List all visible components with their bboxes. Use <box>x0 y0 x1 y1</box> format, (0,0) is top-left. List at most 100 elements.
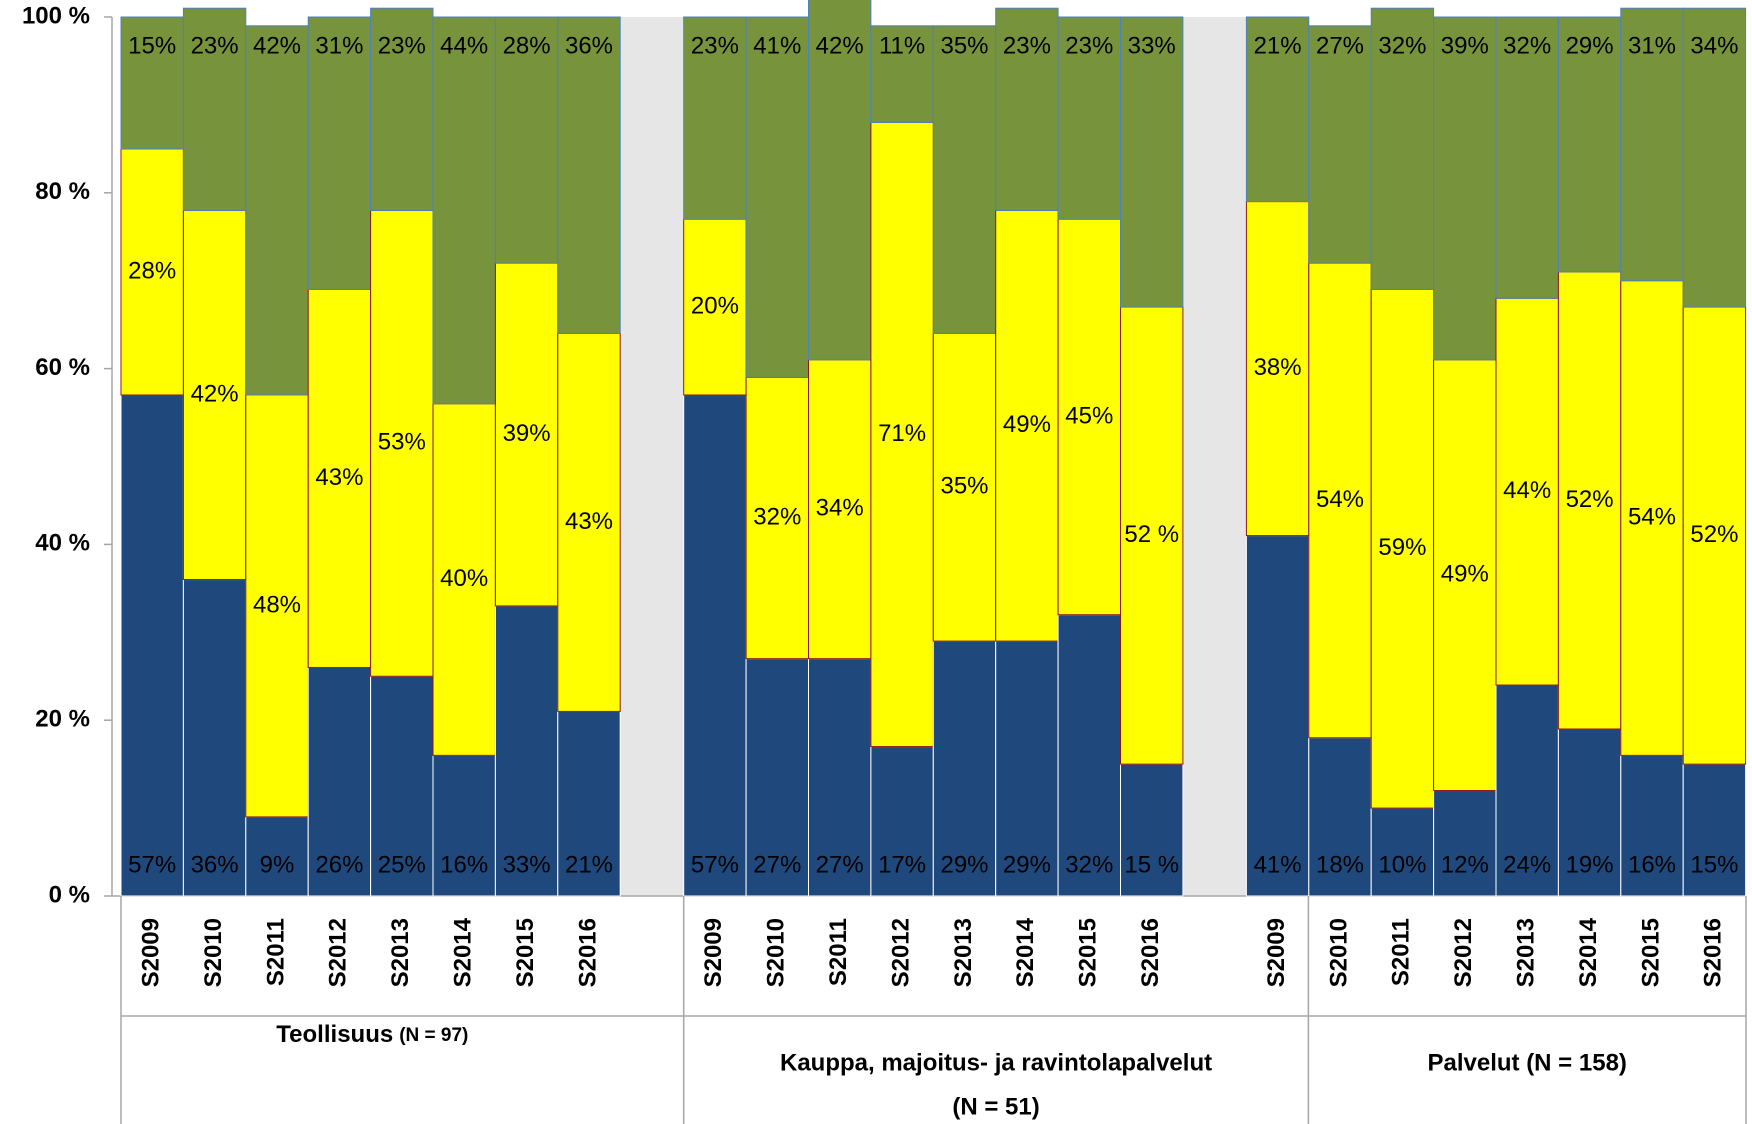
bar-segment <box>557 332 621 712</box>
x-tick-label: S2016 <box>1700 918 1727 987</box>
data-label: 41% <box>753 32 801 59</box>
data-label: 36% <box>191 851 239 878</box>
bar-segment <box>1245 201 1310 537</box>
bar-segment <box>557 710 621 897</box>
bar-segment <box>995 7 1059 211</box>
group-note: (N = 97) <box>399 1025 468 1046</box>
data-label: 32% <box>1378 32 1426 59</box>
bar-segment <box>494 605 559 897</box>
group-label: (N = 51) <box>952 1093 1039 1120</box>
data-label: 23% <box>1003 32 1051 59</box>
x-tick-label: S2015 <box>1637 918 1664 987</box>
bar-segment <box>1308 25 1372 264</box>
bar-segment <box>808 658 872 897</box>
data-label: 29% <box>1566 32 1614 59</box>
bar-segment <box>683 218 747 396</box>
data-label: 29% <box>1003 851 1051 878</box>
bar-segment <box>370 7 434 211</box>
data-label: 49% <box>1441 561 1489 588</box>
x-tick-label: S2016 <box>574 918 601 987</box>
x-tick-label: S2011 <box>262 918 289 986</box>
bar-segment <box>932 332 997 642</box>
x-tick-label: S2011 <box>1388 918 1415 986</box>
data-label: 57% <box>691 851 739 878</box>
data-label: 39% <box>503 420 551 447</box>
data-label: 31% <box>1628 32 1676 59</box>
bar-segment <box>1433 359 1497 792</box>
bar-segment <box>1682 763 1747 897</box>
bar-segment <box>370 209 434 677</box>
bar-segment <box>432 16 496 405</box>
bar-segment <box>1370 7 1435 290</box>
data-label: 34% <box>1690 32 1738 59</box>
bar-segment <box>182 579 247 897</box>
group-label: Palvelut (N = 158) <box>1427 1049 1626 1076</box>
y-tick-label: 100 % <box>22 2 90 29</box>
data-label: 49% <box>1003 411 1051 438</box>
data-label: 16% <box>1628 851 1676 878</box>
data-label: 32% <box>753 503 801 530</box>
x-tick-label: S2010 <box>1325 918 1352 987</box>
data-label: 23% <box>691 32 739 59</box>
y-tick-label: 80 % <box>35 178 90 205</box>
data-label: 27% <box>816 851 864 878</box>
data-label: 42% <box>816 32 864 59</box>
data-label: 11% <box>879 32 925 59</box>
data-label: 21% <box>1254 32 1302 59</box>
data-label: 44% <box>1503 477 1551 504</box>
bar-segment <box>932 640 997 897</box>
x-tick-label: S2011 <box>825 918 852 986</box>
data-label: 19% <box>1566 851 1614 878</box>
group-gap <box>1182 17 1247 896</box>
bar-segment <box>120 16 184 150</box>
bar-segment <box>1495 297 1559 686</box>
data-label: 27% <box>753 851 801 878</box>
x-tick-label: S2016 <box>1137 918 1164 987</box>
data-label: 43% <box>565 508 613 535</box>
bar-segment <box>1433 790 1497 897</box>
data-label: 38% <box>1254 354 1302 381</box>
bar-segment <box>870 121 934 748</box>
data-label: 32% <box>1065 851 1113 878</box>
data-label: 53% <box>378 429 426 456</box>
data-label: 21% <box>565 851 613 878</box>
group-gap <box>620 17 684 896</box>
x-tick-label: S2013 <box>950 918 977 987</box>
y-tick-label: 0 % <box>49 881 90 908</box>
y-tick-label: 40 % <box>35 530 90 557</box>
data-label: 28% <box>503 32 551 59</box>
data-label: 41% <box>1254 851 1302 878</box>
bar-segment <box>1120 306 1184 765</box>
data-label: 12% <box>1441 851 1489 878</box>
x-tick-label: S2014 <box>450 917 477 987</box>
bar-segment <box>808 359 872 660</box>
x-tick-label: S2013 <box>387 918 414 987</box>
data-label: 20% <box>691 292 739 319</box>
bar-segment <box>245 25 309 396</box>
x-tick-label: S2015 <box>512 918 539 987</box>
group-label: Teollisuus (N = 97) <box>276 1021 468 1048</box>
data-label: 52% <box>1690 521 1738 548</box>
bar-segment <box>120 148 184 396</box>
bar-segment <box>1245 535 1310 897</box>
bar-segment <box>683 16 747 220</box>
bar-segment <box>1245 16 1310 203</box>
data-label: 17% <box>878 851 926 878</box>
data-label: 40% <box>440 565 488 592</box>
bar-segment <box>1308 737 1372 897</box>
data-label: 23% <box>378 32 426 59</box>
bar-segment <box>1620 280 1684 756</box>
data-label: 25% <box>378 851 426 878</box>
bar-segment <box>120 394 184 897</box>
data-label: 43% <box>315 464 363 491</box>
data-label: 31% <box>315 32 363 59</box>
bar-segment <box>1057 16 1121 220</box>
y-tick-label: 20 % <box>35 706 90 733</box>
x-tick-label: S2014 <box>1012 917 1039 987</box>
data-label: 32% <box>1503 32 1551 59</box>
data-label: 16% <box>440 851 488 878</box>
x-tick-label: S2015 <box>1075 918 1102 987</box>
bar-segment <box>182 209 247 581</box>
data-label: 34% <box>816 495 864 522</box>
